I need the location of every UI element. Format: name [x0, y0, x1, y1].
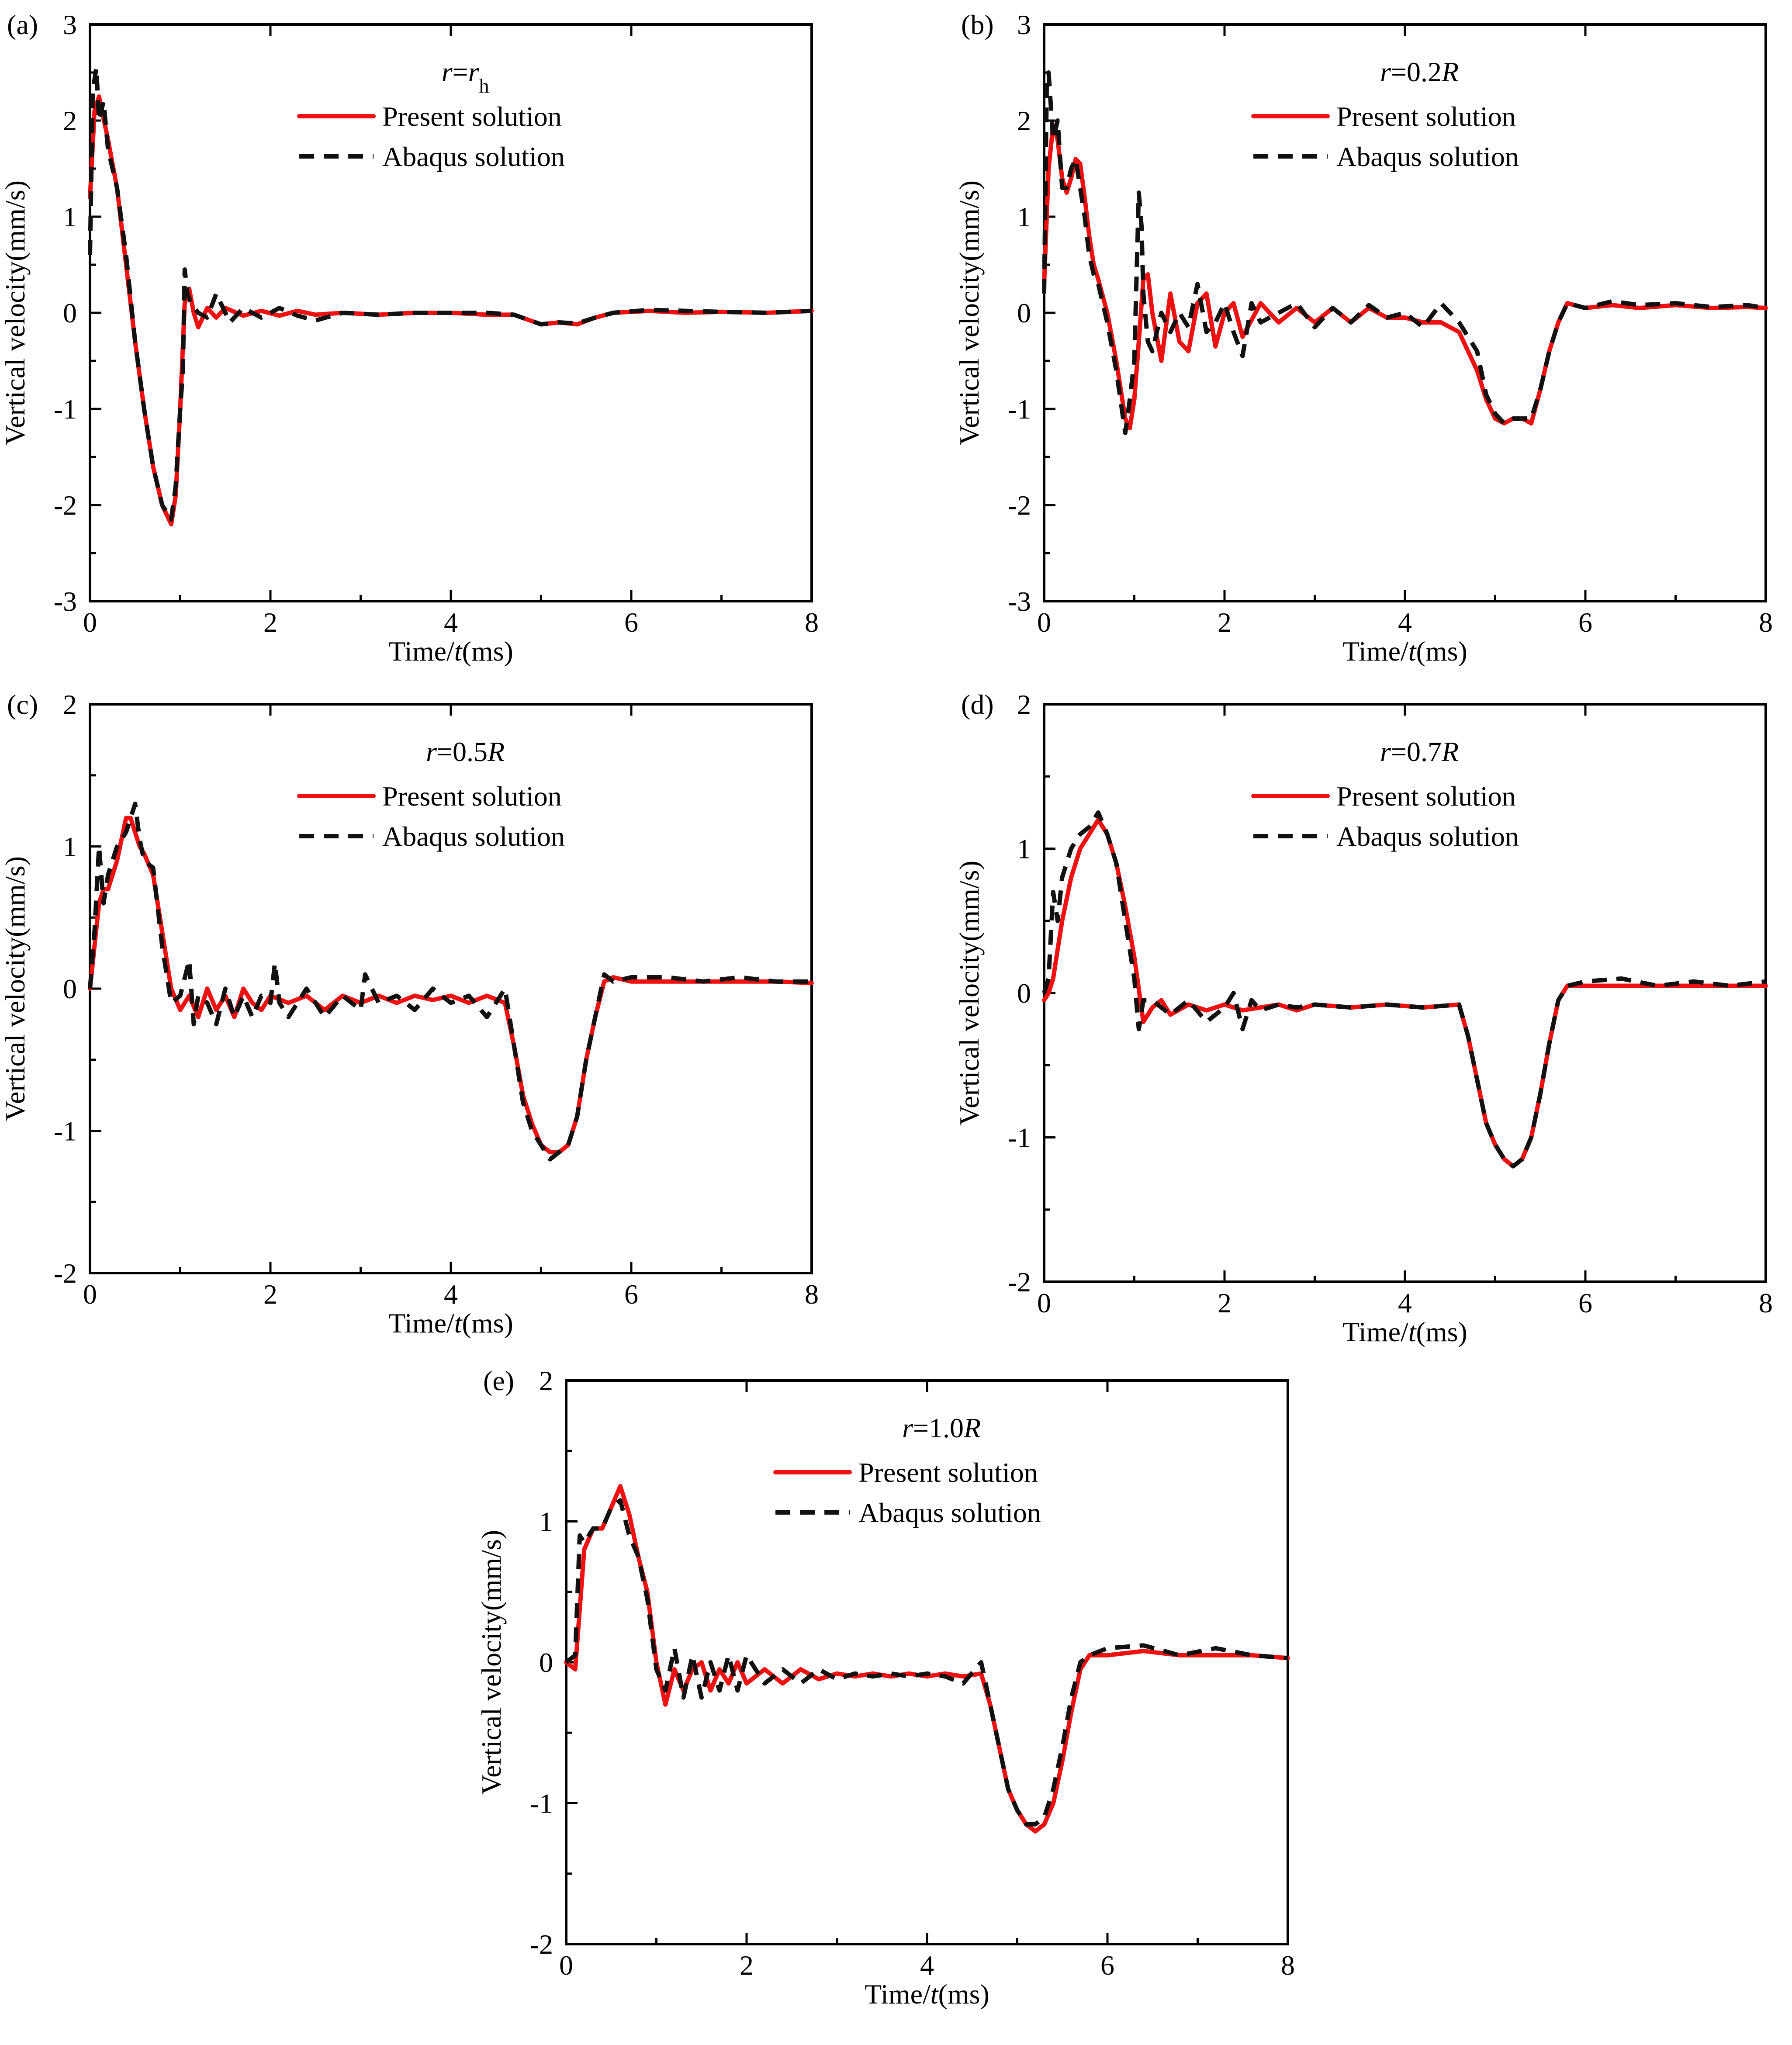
position-annotation: r=rh: [442, 56, 489, 97]
legend-label-present: Present solution: [858, 1457, 1038, 1488]
x-tick-label: 0: [83, 607, 97, 638]
y-tick-label: -2: [1008, 1266, 1031, 1298]
y-tick-label: 1: [1017, 201, 1031, 232]
legend-label-abaqus: Abaqus solution: [382, 141, 565, 172]
y-tick-label: -2: [1008, 490, 1031, 521]
y-tick-label: -2: [530, 1929, 553, 1960]
legend-label-present: Present solution: [1336, 101, 1516, 132]
y-tick-label: 2: [63, 689, 77, 720]
y-tick-label: -1: [1008, 394, 1031, 425]
y-tick-label: -3: [54, 586, 77, 617]
x-tick-label: 6: [624, 1279, 638, 1310]
x-tick-label: 0: [83, 1279, 97, 1310]
legend-label-abaqus: Abaqus solution: [858, 1497, 1041, 1528]
x-tick-label: 2: [740, 1950, 754, 1981]
y-axis-label: Vertical velocity(mm/s): [954, 861, 985, 1125]
series-abaqus-line: [1042, 70, 1766, 435]
x-tick-label: 2: [1218, 1287, 1232, 1318]
position-annotation: r=0.7R: [1380, 736, 1459, 767]
panel-label: (d): [961, 689, 994, 720]
x-tick-label: 6: [624, 607, 638, 638]
x-axis-label: Time/t(ms): [865, 1979, 989, 2010]
panel-label: (e): [483, 1365, 514, 1396]
x-tick-label: 8: [1759, 1287, 1773, 1318]
panel-label: (c): [7, 689, 38, 720]
y-tick-label: 0: [1017, 298, 1031, 329]
y-axis-label: Vertical velocity(mm/s): [0, 180, 31, 445]
y-axis-label: Vertical velocity(mm/s): [954, 180, 985, 445]
y-tick-label: 3: [1017, 9, 1031, 40]
x-tick-label: 4: [1398, 1287, 1412, 1318]
legend-label-present: Present solution: [382, 781, 562, 812]
y-tick-label: 0: [1017, 978, 1031, 1009]
x-tick-label: 4: [920, 1950, 934, 1981]
x-tick-label: 8: [805, 1279, 819, 1310]
y-tick-label: -1: [54, 1116, 77, 1147]
y-tick-label: 2: [1017, 105, 1031, 136]
panel-label: (b): [961, 9, 994, 40]
x-tick-label: 2: [263, 1279, 277, 1310]
x-tick-label: 2: [263, 607, 277, 638]
y-tick-label: 1: [539, 1506, 553, 1537]
panel-e: 0 2 4 6 8 -2 -1 0 1 2 Time/t(ms) Vertical velocity(…: [476, 1365, 1295, 2010]
x-tick-label: 6: [1578, 607, 1592, 638]
y-tick-label: 2: [1017, 689, 1031, 720]
x-tick-label: 8: [1759, 607, 1773, 638]
panel-d: 0 2 4 6 8 -2 -1 0 1 2 Time/t(ms) Vertical velocity(…: [954, 689, 1773, 1347]
x-axis-label: Time/t(ms): [388, 636, 513, 667]
series-abaqus-line: [564, 1498, 1288, 1827]
position-annotation: r=0.5R: [426, 736, 505, 767]
x-tick-label: 8: [805, 607, 819, 638]
y-tick-label: -1: [530, 1788, 553, 1819]
y-tick-label: 0: [63, 973, 77, 1004]
series-abaqus-line: [88, 801, 812, 1162]
y-tick-label: -2: [54, 490, 77, 521]
y-tick-label: 2: [63, 105, 77, 136]
x-tick-label: 2: [1218, 607, 1232, 638]
x-tick-label: 6: [1100, 1950, 1114, 1981]
x-tick-label: 4: [1398, 607, 1412, 638]
y-axis-label: Vertical velocity(mm/s): [0, 856, 31, 1121]
y-tick-label: 1: [1017, 834, 1031, 865]
y-tick-label: -1: [54, 394, 77, 425]
y-tick-label: -1: [1008, 1122, 1031, 1153]
legend-label-abaqus: Abaqus solution: [1336, 821, 1519, 852]
y-tick-label: 0: [63, 298, 77, 329]
x-tick-label: 0: [559, 1950, 573, 1981]
x-tick-label: 0: [1037, 1287, 1051, 1318]
series-abaqus-line: [1042, 810, 1766, 1169]
panel-b: 0 2 4 6 8 -3 -2 -1 0 1 2 3 Time/t(ms) Vertical veloci…: [954, 9, 1773, 667]
y-tick-label: -3: [1008, 586, 1031, 617]
y-tick-label: 0: [539, 1647, 553, 1678]
position-annotation: r=0.2R: [1380, 56, 1459, 87]
legend-label-abaqus: Abaqus solution: [1336, 141, 1519, 172]
x-tick-label: 8: [1281, 1950, 1295, 1981]
y-tick-label: 1: [63, 831, 77, 862]
series-present-line: [1042, 123, 1768, 430]
y-tick-label: -2: [54, 1258, 77, 1289]
x-axis-label: Time/t(ms): [1342, 1316, 1467, 1347]
y-tick-label: 1: [63, 201, 77, 232]
legend-label-present: Present solution: [382, 101, 562, 132]
legend-label-abaqus: Abaqus solution: [382, 821, 565, 852]
x-tick-label: 4: [444, 607, 458, 638]
position-annotation: r=1.0R: [902, 1412, 981, 1443]
x-tick-label: 0: [1037, 607, 1051, 638]
legend-label-present: Present solution: [1336, 781, 1516, 812]
panel-a: 0 2 4 6 8 -3 -2 -1 0 1 2 3 Time/t(ms) Vertical veloci…: [0, 9, 819, 667]
x-axis-label: Time/t(ms): [388, 1308, 513, 1339]
x-tick-label: 6: [1578, 1287, 1592, 1318]
x-axis-label: Time/t(ms): [1342, 636, 1467, 667]
x-tick-label: 4: [444, 1279, 458, 1310]
y-tick-label: 2: [539, 1365, 553, 1396]
panel-c: 0 2 4 6 8 -2 -1 0 1 2 Time/t(ms) Vertical velocity(…: [0, 689, 819, 1339]
y-axis-label: Vertical velocity(mm/s): [476, 1530, 507, 1795]
panel-label: (a): [7, 9, 38, 40]
y-tick-label: 3: [63, 9, 77, 40]
series-abaqus-line: [88, 66, 812, 522]
